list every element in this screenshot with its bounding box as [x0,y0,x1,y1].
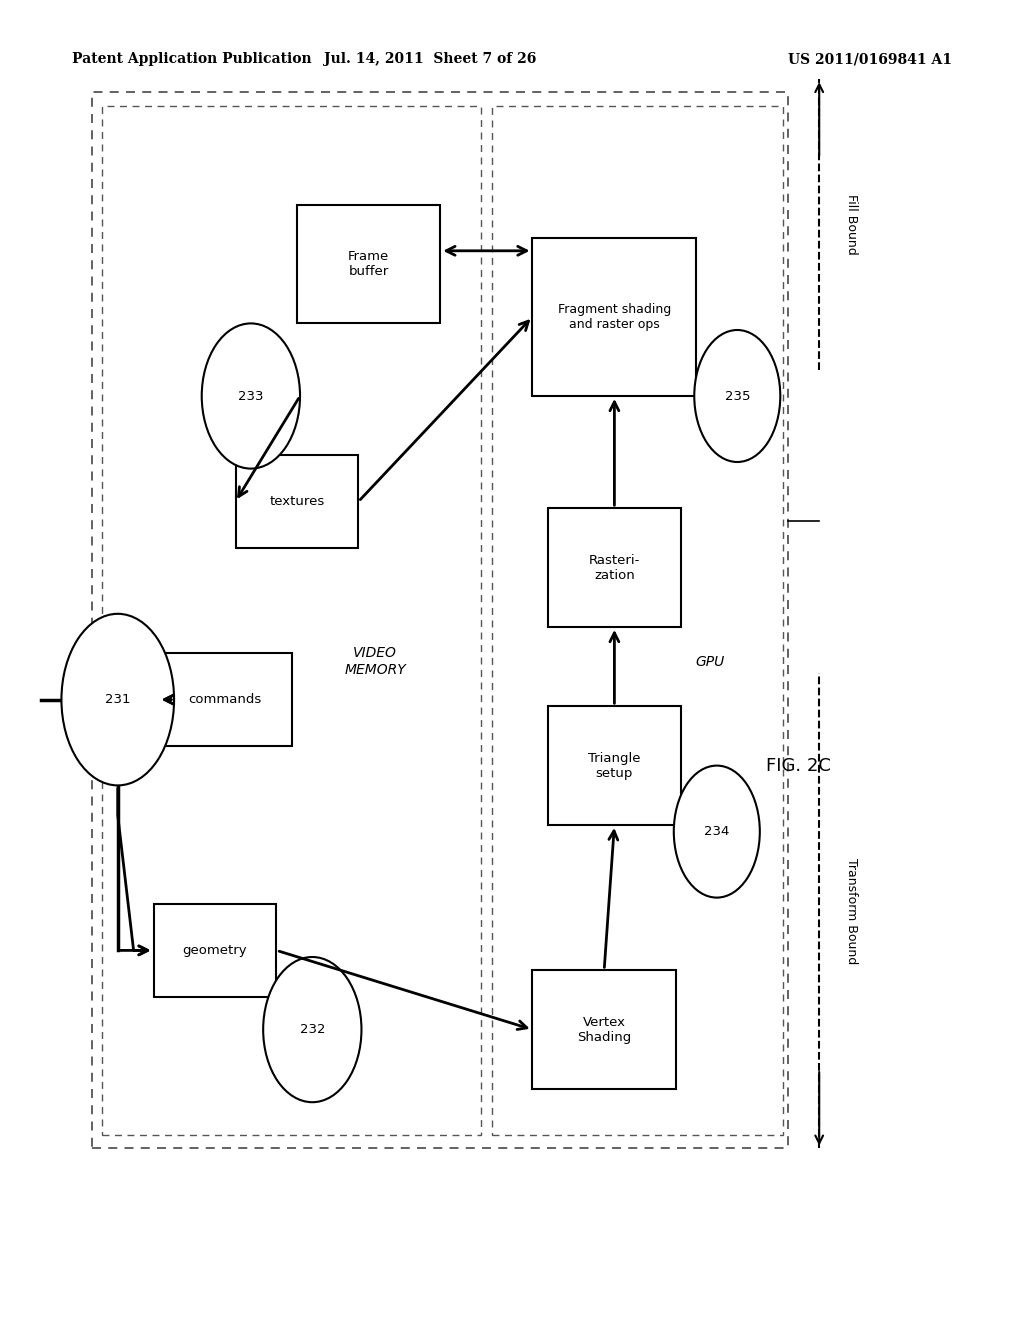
Text: Vertex
Shading: Vertex Shading [578,1015,631,1044]
Text: US 2011/0169841 A1: US 2011/0169841 A1 [788,53,952,66]
Text: commands: commands [188,693,262,706]
Text: 235: 235 [725,389,750,403]
FancyBboxPatch shape [532,238,696,396]
Text: FIG. 2C: FIG. 2C [766,756,831,775]
FancyBboxPatch shape [236,455,358,548]
Text: Fragment shading
and raster ops: Fragment shading and raster ops [558,302,671,331]
Ellipse shape [263,957,361,1102]
Text: textures: textures [269,495,325,508]
FancyBboxPatch shape [548,706,681,825]
FancyBboxPatch shape [297,205,440,323]
Ellipse shape [202,323,300,469]
Text: Transform Bound: Transform Bound [845,858,858,964]
FancyBboxPatch shape [154,904,276,997]
Text: Patent Application Publication: Patent Application Publication [72,53,311,66]
Text: GPU: GPU [695,655,725,669]
Text: 232: 232 [300,1023,325,1036]
Text: 231: 231 [105,693,130,706]
Ellipse shape [674,766,760,898]
Ellipse shape [694,330,780,462]
FancyBboxPatch shape [548,508,681,627]
Text: geometry: geometry [182,944,248,957]
FancyBboxPatch shape [159,653,292,746]
Text: Fill Bound: Fill Bound [845,194,858,255]
Text: Jul. 14, 2011  Sheet 7 of 26: Jul. 14, 2011 Sheet 7 of 26 [324,53,537,66]
Text: 234: 234 [705,825,729,838]
Text: Rasteri-
zation: Rasteri- zation [589,553,640,582]
Text: 233: 233 [239,389,263,403]
Text: Frame
buffer: Frame buffer [348,249,389,279]
Text: Triangle
setup: Triangle setup [588,751,641,780]
Text: VIDEO
MEMORY: VIDEO MEMORY [344,647,407,677]
Ellipse shape [61,614,174,785]
FancyBboxPatch shape [532,970,676,1089]
